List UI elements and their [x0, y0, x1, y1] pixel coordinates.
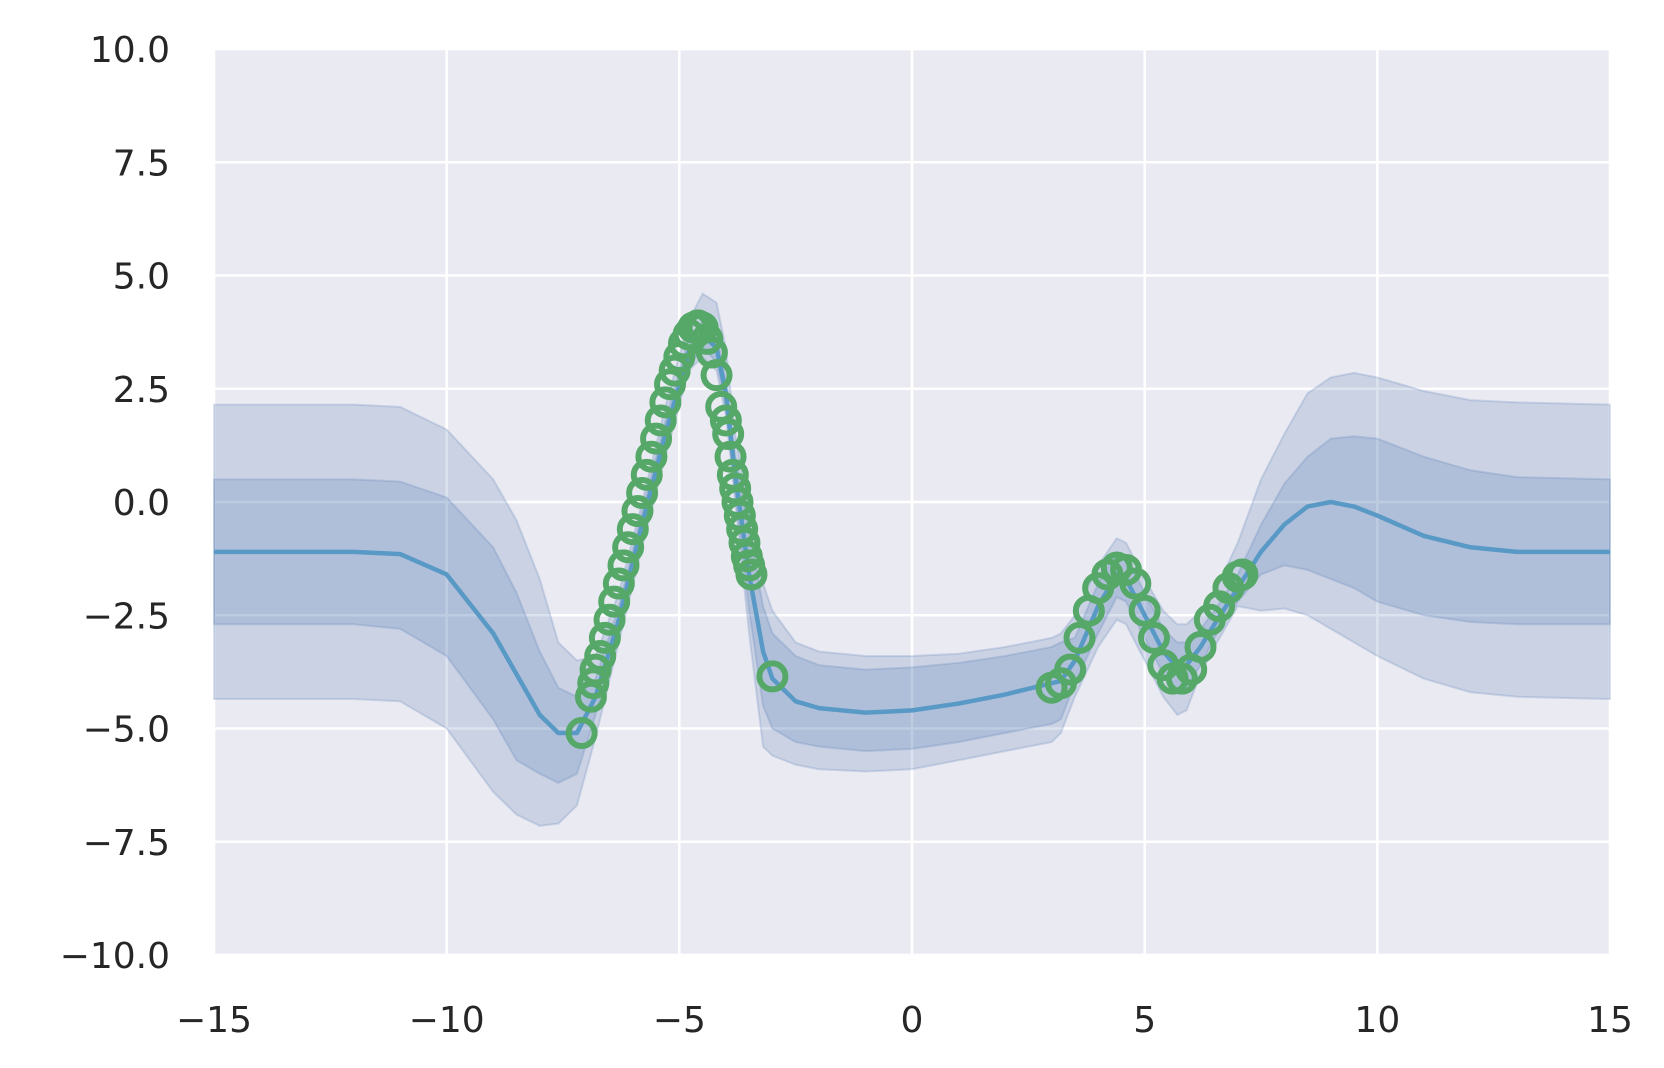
x-tick-label: 0 [901, 1000, 924, 1041]
observation-point [756, 660, 789, 693]
observation-point [588, 621, 621, 654]
y-tick-label: 5.0 [113, 257, 170, 298]
observation-point [630, 458, 663, 491]
observation-point [593, 603, 626, 636]
y-tick-label: −2.5 [83, 596, 170, 637]
x-tick-label: −5 [653, 1000, 706, 1041]
observation-point [1226, 558, 1259, 591]
observation-point [1054, 653, 1087, 686]
y-tick-label: 7.5 [113, 143, 170, 184]
observation-point [1119, 567, 1152, 600]
observation-point [607, 549, 640, 582]
mean-line [214, 332, 1610, 736]
y-tick-label: 10.0 [90, 30, 170, 71]
observation-point [565, 717, 598, 750]
observation-point [616, 513, 649, 546]
observation-point [709, 404, 742, 437]
observation-point [1128, 594, 1161, 627]
observation-point [649, 386, 682, 419]
observation-point [626, 476, 659, 509]
observation-point [700, 359, 733, 392]
observation-point [1184, 630, 1217, 663]
x-axis-ticks: −15 −10 −5 0 5 10 15 [176, 1000, 1633, 1041]
observation-point [735, 558, 768, 591]
observation-point [584, 640, 617, 673]
x-tick-label: −15 [176, 1000, 252, 1041]
y-axis-ticks: 10.0 7.5 5.0 2.5 0.0 −2.5 −5.0 −7.5 −10.0 [60, 30, 170, 977]
y-tick-label: 0.0 [113, 483, 170, 524]
observation-point [714, 440, 747, 473]
y-tick-label: 2.5 [113, 370, 170, 411]
x-tick-label: 15 [1587, 1000, 1633, 1041]
grid [212, 47, 1612, 957]
y-tick-label: −7.5 [83, 823, 170, 864]
observation-point [621, 495, 654, 528]
x-tick-label: 5 [1133, 1000, 1156, 1041]
observation-point [612, 531, 645, 564]
x-tick-label: 10 [1354, 1000, 1400, 1041]
mean-curve [214, 332, 1610, 736]
observation-point [644, 404, 677, 437]
observations [565, 309, 1259, 750]
observation-point [635, 440, 668, 473]
x-tick-label: −10 [409, 1000, 485, 1041]
observation-point [1063, 621, 1096, 654]
observation-point [640, 422, 673, 455]
observation-point [1137, 621, 1170, 654]
observation-point [602, 567, 635, 600]
y-tick-label: −5.0 [83, 710, 170, 751]
observation-point [598, 585, 631, 618]
observation-point [712, 418, 745, 451]
y-tick-label: −10.0 [60, 936, 170, 977]
